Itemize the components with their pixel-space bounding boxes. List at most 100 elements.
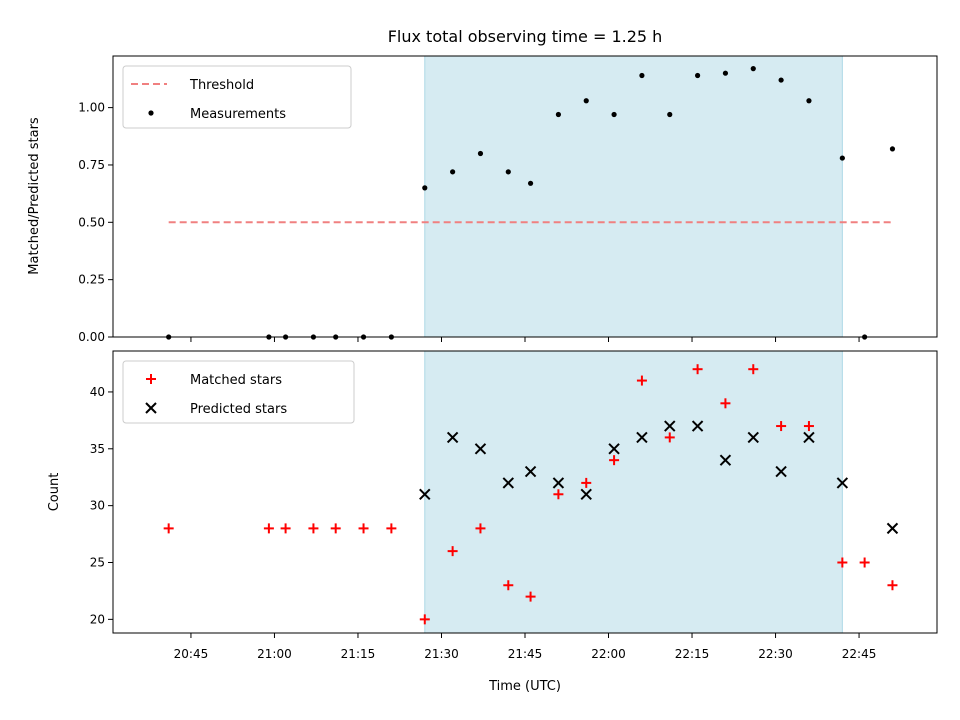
top-y-tick-label: 0.75 — [78, 158, 105, 172]
measurement-point — [555, 111, 562, 118]
predicted-star-mark-b — [719, 454, 732, 466]
measurement-point — [694, 72, 701, 79]
bottom-y-tick-label: 20 — [90, 612, 105, 626]
matched-star-point — [803, 421, 814, 432]
bottom-highlight-span — [424, 350, 843, 634]
top-legend-box — [122, 65, 352, 129]
matched-star-point — [664, 432, 675, 443]
bottom-panel: 20 25 30 35 40 20:45 21:00 21:15 21:30 21:45 22:00… — [90, 350, 938, 661]
top-panel: 0.00 0.25 0.50 0.75 1.00 Threshold Measurement… — [78, 55, 938, 344]
top-legend: Threshold Measurements — [122, 65, 352, 129]
predicted-star-mark-b — [803, 431, 815, 444]
measurement-point — [505, 169, 511, 175]
bottom-legend: Matched stars Predicted stars — [122, 360, 355, 424]
matched-star-point — [447, 546, 458, 557]
matched-star-point — [553, 489, 564, 500]
matched-star-point — [859, 557, 870, 568]
predicted-star-mark-b — [691, 420, 704, 432]
x-tick-label: 22:45 — [842, 647, 877, 661]
predicted-star-point — [419, 488, 431, 500]
bottom-legend-label: Predicted stars — [190, 402, 287, 417]
x-tick-label: 20:45 — [174, 647, 209, 661]
x-tick-label: 21:30 — [424, 647, 459, 661]
bottom-y-tick-label: 35 — [90, 442, 105, 456]
measurement-point — [477, 150, 484, 157]
top-legend-label: Threshold — [189, 78, 254, 93]
matched-star-point — [419, 614, 430, 625]
x-tick-label: 22:00 — [591, 647, 626, 661]
predicted-star-point — [664, 420, 676, 432]
x-tick-label: 22:15 — [675, 647, 710, 661]
x-axis-label: Time (UTC) — [488, 679, 561, 694]
legend-predicted-swatch-b — [145, 402, 157, 414]
predicted-star-mark-b — [419, 488, 431, 500]
matched-star-point — [308, 523, 319, 534]
measurement-point — [527, 180, 534, 186]
predicted-star-mark-b — [636, 431, 648, 444]
measurement-point — [639, 72, 645, 79]
bottom-axes-frame — [112, 350, 938, 634]
predicted-star-mark-b — [747, 431, 759, 444]
predicted-star-point — [502, 477, 515, 489]
top-y-tick-label: 1.00 — [78, 101, 105, 115]
matched-star-point — [776, 421, 787, 432]
bottom-legend-label: Matched stars — [190, 373, 282, 388]
predicted-star-mark-b — [552, 477, 565, 489]
matched-star-point — [330, 523, 341, 534]
predicted-star-mark-b — [664, 420, 676, 432]
matched-star-point — [720, 398, 731, 409]
matched-star-point — [475, 523, 486, 534]
predicted-star-point — [474, 443, 487, 455]
bottom-y-axis-label: Count — [47, 473, 62, 512]
predicted-star-point — [775, 465, 787, 478]
bottom-legend-box — [122, 360, 355, 424]
matched-star-point — [581, 477, 592, 488]
matched-star-point — [525, 591, 536, 602]
measurement-point — [583, 98, 589, 104]
predicted-star-point — [886, 522, 899, 535]
measurement-point — [667, 111, 673, 118]
predicted-star-point — [636, 431, 648, 444]
matched-star-point — [386, 523, 397, 534]
measurement-point — [722, 70, 729, 76]
measurement-point — [450, 169, 456, 175]
top-y-axis-label: Matched/Predicted stars — [27, 117, 42, 275]
predicted-star-mark-b — [775, 465, 787, 478]
measurement-point — [778, 77, 784, 83]
bottom-y-tick-label: 40 — [90, 385, 105, 399]
matched-star-point — [692, 364, 703, 375]
predicted-star-point — [552, 477, 565, 489]
matched-star-point — [503, 580, 514, 591]
matched-star-point — [609, 455, 620, 466]
predicted-star-point — [608, 443, 620, 455]
matched-star-point — [358, 523, 369, 534]
x-tick-label: 22:30 — [758, 647, 793, 661]
matched-star-point — [636, 375, 647, 386]
predicted-star-point — [524, 465, 537, 478]
predicted-star-mark-b — [608, 443, 620, 455]
predicted-star-point — [803, 431, 815, 444]
top-y-tick-label: 0.50 — [78, 215, 105, 229]
predicted-star-mark-b — [836, 477, 849, 489]
matched-star-point — [280, 523, 291, 534]
measurement-point — [889, 146, 896, 152]
top-y-tick-label: 0.25 — [78, 273, 105, 287]
measurement-point — [422, 185, 428, 191]
predicted-star-point — [747, 431, 759, 444]
top-axes-frame — [112, 55, 938, 338]
predicted-star-mark-b — [886, 522, 899, 535]
predicted-star-mark-b — [474, 443, 487, 455]
measurement-point — [806, 98, 812, 104]
matched-star-point — [748, 364, 759, 375]
x-tick-label: 21:45 — [508, 647, 543, 661]
top-y-tick-label: 0.00 — [78, 330, 105, 344]
predicted-star-point — [580, 488, 592, 500]
measurement-point — [839, 155, 845, 161]
top-highlight-span — [424, 55, 843, 338]
top-legend-label: Measurements — [190, 107, 286, 122]
predicted-star-mark-b — [502, 477, 515, 489]
legend-measurement-swatch — [148, 110, 154, 116]
predicted-star-point — [691, 420, 704, 432]
predicted-star-mark-b — [446, 431, 459, 444]
